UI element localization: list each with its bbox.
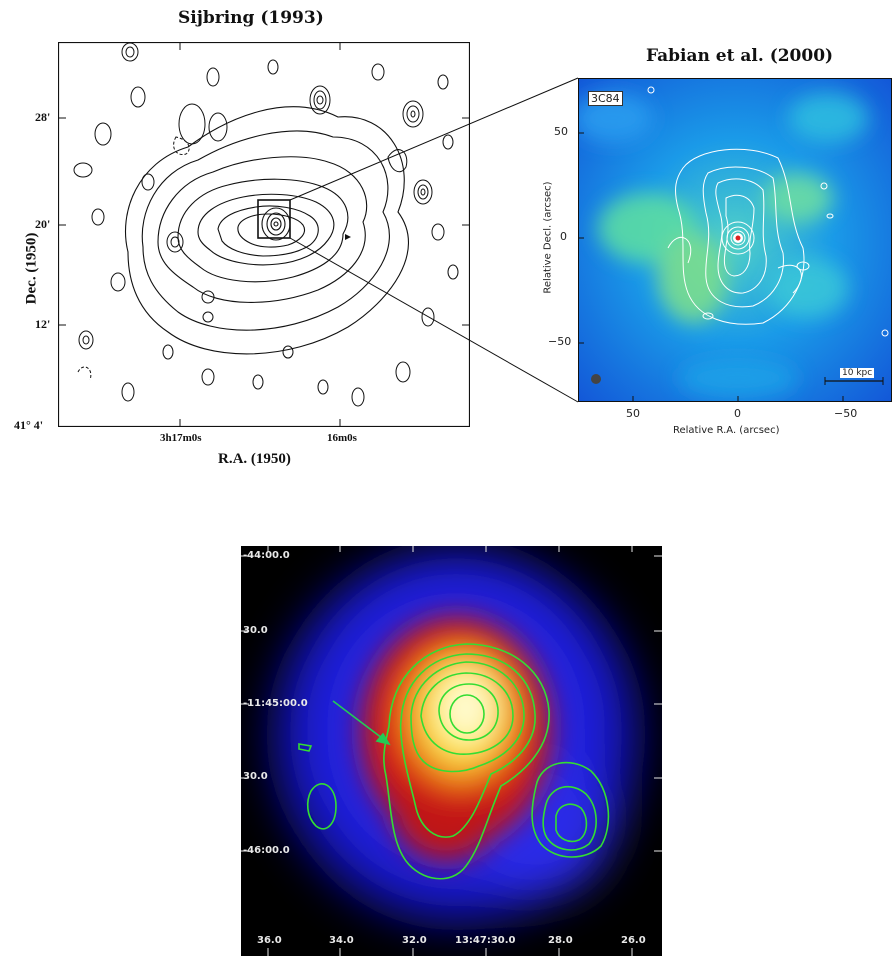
panel-a-title: Sijbring (1993)	[178, 8, 324, 28]
panel-b-radio-contours	[647, 86, 889, 337]
panel-b-source-label: 3C84	[588, 91, 623, 106]
panel-c-y-tick-4: 30.0	[243, 771, 268, 782]
panel-c-arrow	[332, 700, 391, 746]
panel-c-contours	[298, 643, 610, 880]
panel-b-x-tick-3: −50	[834, 407, 858, 420]
panel-a-y-tick-3: 12'	[35, 317, 51, 331]
panel-a-x-axis-label: R.A. (1950)	[218, 451, 291, 467]
panel-b-xray-image	[578, 78, 892, 402]
panel-b-x-axis-label: Relative R.A. (arcsec)	[673, 425, 780, 436]
panel-a-y-tick-4: 41° 4'	[14, 418, 44, 432]
panel-c-y-tick-2: 30.0	[243, 625, 268, 636]
panel-b-y-tick-2: 0	[560, 230, 567, 243]
panel-b-y-axis-label: Relative Decl. (arcsec)	[542, 181, 554, 294]
panel-b-y-tick-3: −50	[548, 335, 572, 348]
panel-a-y-tick-2: 20'	[35, 217, 51, 231]
panel-b-scale-bar-label: 10 kpc	[840, 368, 875, 378]
panel-c-x-tick-3: 32.0	[402, 935, 427, 946]
panel-c-x-tick-5: 28.0	[548, 935, 573, 946]
panel-c-y-tick-1: -44:00.0	[243, 550, 290, 561]
panel-c-x-tick-1: 36.0	[257, 935, 282, 946]
panel-b-y-tick-1: 50	[554, 125, 568, 138]
panel-b-x-tick-2: 0	[734, 407, 741, 420]
panel-a-y-tick-1: 28'	[35, 110, 51, 124]
panel-b-title: Fabian et al. (2000)	[646, 46, 834, 66]
panel-c-x-tick-4: 13:47:30.0	[455, 935, 516, 946]
panel-a-y-axis-label: Dec. (1950)	[23, 232, 40, 305]
panel-c-xray-image	[241, 546, 662, 956]
panel-c-y-tick-5: -46:00.0	[243, 845, 290, 856]
panel-b-x-tick-1: 50	[626, 407, 640, 420]
panel-a-x-tick-1: 3h17m0s	[160, 432, 202, 444]
panel-a-x-tick-2: 16m0s	[327, 432, 357, 444]
panel-c-x-tick-2: 34.0	[329, 935, 354, 946]
panel-a-contour-map	[58, 42, 470, 427]
panel-c-x-tick-6: 26.0	[621, 935, 646, 946]
panel-c-y-tick-3: -11:45:00.0	[243, 698, 308, 709]
panel-a-zoom-box	[257, 199, 291, 239]
